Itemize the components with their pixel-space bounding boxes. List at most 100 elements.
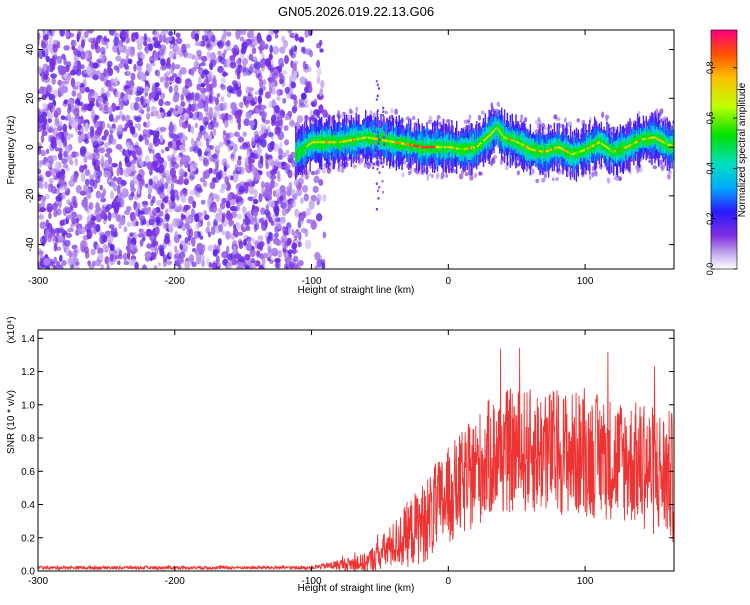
heatmap-signal-halo-cell: [648, 160, 652, 164]
heatmap-noise-cell: [191, 262, 196, 268]
heatmap-noise-cell: [109, 114, 114, 122]
heatmap-noise-cell: [169, 51, 174, 60]
heatmap-noise-cell: [116, 144, 123, 150]
heatmap-noise-cell: [68, 180, 74, 187]
heatmap-signal-core-cell: [408, 144, 410, 146]
heatmap-noise-cell: [150, 199, 153, 206]
heatmap-noise-cell: [152, 182, 157, 190]
heatmap-signal-core-cell: [423, 146, 425, 148]
heatmap-noise-cell: [319, 89, 323, 96]
heatmap-signal-core-cell: [638, 140, 640, 142]
heatmap-signal-core-cell: [510, 138, 512, 140]
heatmap-noise-cell: [118, 134, 123, 139]
heatmap-noise-cell: [294, 263, 298, 268]
heatmap-signal-halo-cell: [315, 170, 318, 175]
heatmap-noise-cell: [184, 178, 189, 185]
heatmap-noise-cell: [137, 233, 144, 238]
heatmap-noise-cell: [299, 98, 305, 105]
heatmap-signal-core-cell: [649, 137, 651, 139]
y-tick-label: 20: [25, 92, 36, 104]
heatmap-signal-core-cell: [559, 146, 561, 148]
heatmap-signal-halo-cell: [436, 173, 440, 178]
heatmap-noise-cell: [52, 235, 56, 244]
heatmap-streak-cell: [378, 186, 380, 189]
heatmap-noise-cell: [254, 96, 258, 102]
heatmap-noise-cell: [313, 176, 319, 184]
heatmap-noise-cell: [201, 200, 206, 205]
heatmap-noise-cell: [42, 94, 47, 100]
heatmap-noise-cell: [71, 217, 76, 224]
heatmap-noise-cell: [153, 135, 157, 144]
heatmap-signal-core-cell: [437, 146, 439, 148]
heatmap-streak-cell: [378, 120, 380, 123]
heatmap-signal-core-cell: [354, 138, 356, 140]
heatmap-noise-cell: [168, 141, 173, 148]
heatmap-noise-cell: [84, 139, 89, 144]
heatmap-noise-cell: [88, 38, 94, 43]
heatmap-noise-cell: [123, 253, 128, 261]
heatmap-signal-core-cell: [475, 146, 477, 148]
heatmap-noise-cell: [150, 92, 156, 99]
heatmap-noise-cell: [75, 158, 78, 166]
heatmap-noise-cell: [242, 208, 247, 216]
heatmap-noise-cell: [319, 48, 323, 52]
heatmap-noise-cell: [188, 124, 191, 133]
heatmap-signal-halo-cell: [639, 167, 643, 172]
heatmap-signal-core-cell: [643, 138, 645, 140]
heatmap-noise-cell: [152, 149, 155, 154]
heatmap-signal-core-cell: [457, 147, 459, 149]
heatmap-signal-core-cell: [628, 145, 630, 147]
heatmap-noise-cell: [132, 258, 135, 266]
heatmap-noise-cell: [212, 177, 217, 182]
heatmap-noise-cell: [110, 244, 115, 251]
x-tick-label: 0: [446, 276, 452, 287]
heatmap-noise-cell: [223, 102, 227, 111]
heatmap-noise-cell: [270, 169, 276, 175]
heatmap-signal-core-cell: [314, 141, 316, 143]
heatmap-noise-cell: [78, 225, 82, 234]
heatmap-noise-cell: [304, 229, 308, 237]
heatmap-signal-core-cell: [618, 149, 620, 151]
heatmap-noise-cell: [117, 191, 122, 199]
heatmap-noise-cell: [285, 87, 290, 94]
heatmap-noise-cell: [39, 207, 46, 212]
heatmap-signal-core-cell: [377, 138, 379, 140]
heatmap-noise-cell: [145, 138, 150, 145]
heatmap-signal-core-cell: [469, 147, 471, 149]
heatmap-signal-core-cell: [492, 131, 494, 133]
heatmap-noise-cell: [206, 42, 210, 47]
heatmap-noise-cell: [164, 101, 170, 106]
heatmap-noise-cell: [208, 125, 213, 130]
heatmap-signal-core-cell: [329, 141, 331, 143]
heatmap-noise-cell: [298, 37, 304, 43]
heatmap-signal-core-cell: [337, 141, 339, 143]
heatmap-noise-cell: [37, 168, 42, 174]
heatmap-noise-cell: [227, 164, 230, 169]
heatmap-noise-cell: [81, 173, 86, 182]
heatmap-noise-cell: [293, 256, 298, 263]
heatmap-noise-cell: [137, 185, 140, 194]
heatmap-noise-cell: [50, 73, 57, 78]
heatmap-noise-cell: [105, 206, 110, 212]
heatmap-noise-cell: [218, 224, 223, 232]
heatmap-noise-cell: [107, 236, 114, 243]
heatmap-noise-cell: [200, 235, 203, 239]
heatmap-noise-cell: [286, 150, 290, 156]
heatmap-signal-core-cell: [326, 141, 328, 143]
heatmap-noise-cell: [115, 91, 121, 98]
heatmap-noise-cell: [179, 145, 185, 150]
heatmap-noise-cell: [158, 218, 163, 224]
heatmap-noise-cell: [257, 243, 263, 250]
heatmap-noise-cell: [238, 64, 242, 73]
heatmap-noise-cell: [252, 238, 256, 244]
heatmap-signal-halo-cell: [322, 168, 326, 173]
heatmap-signal-core-cell: [462, 148, 464, 150]
heatmap-noise-cell: [139, 215, 145, 221]
heatmap-noise-cell: [276, 96, 281, 101]
heatmap-noise-cell: [106, 90, 110, 97]
heatmap-noise-cell: [174, 64, 180, 69]
heatmap-streak-cell: [376, 208, 378, 211]
heatmap-noise-cell: [196, 184, 202, 192]
heatmap-noise-cell: [149, 44, 154, 52]
